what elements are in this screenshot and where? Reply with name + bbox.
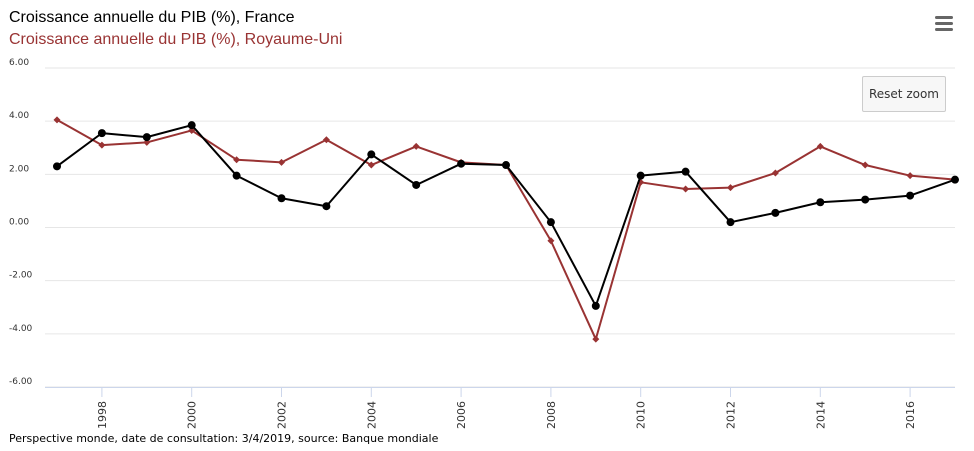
data-point[interactable] xyxy=(682,185,690,193)
x-tick-label: 2002 xyxy=(276,401,289,429)
data-point[interactable] xyxy=(726,218,735,227)
menu-bar xyxy=(935,16,953,19)
data-point[interactable] xyxy=(457,159,466,168)
x-tick-label: 2000 xyxy=(186,401,199,429)
data-point[interactable] xyxy=(97,129,106,138)
data-point[interactable] xyxy=(591,301,600,310)
y-tick-label: 6.00 xyxy=(9,58,29,68)
data-point[interactable] xyxy=(278,158,285,166)
data-point[interactable] xyxy=(906,172,914,180)
axes: 6.00 4.00 2.00 0.00 -2.00 -4.00 -6.00 1998 2000 2… xyxy=(9,58,955,429)
data-point[interactable] xyxy=(771,208,780,217)
data-point[interactable] xyxy=(727,184,734,192)
data-point[interactable] xyxy=(636,171,645,180)
data-point[interactable] xyxy=(816,142,824,150)
data-point[interactable] xyxy=(322,136,330,144)
x-tick-label: 2006 xyxy=(455,401,468,429)
data-point[interactable] xyxy=(412,142,420,150)
x-tick-label: 2012 xyxy=(725,401,738,429)
x-tick-label: 2008 xyxy=(545,401,558,429)
y-tick-label: 4.00 xyxy=(9,111,29,121)
series-france xyxy=(53,121,959,310)
data-point[interactable] xyxy=(546,218,555,227)
data-point[interactable] xyxy=(232,171,241,180)
data-point[interactable] xyxy=(906,191,915,200)
y-tick-label: -4.00 xyxy=(9,324,33,334)
data-point[interactable] xyxy=(592,335,600,343)
data-point[interactable] xyxy=(681,167,690,176)
menu-bar xyxy=(935,28,953,31)
y-tick-label: -6.00 xyxy=(9,377,33,387)
series-line xyxy=(56,118,956,341)
chart-title-france: Croissance annuelle du PIB (%), France xyxy=(9,9,295,26)
data-point[interactable] xyxy=(861,161,869,169)
grid-lines xyxy=(45,67,955,388)
data-point[interactable] xyxy=(322,202,331,211)
series-royaume-uni xyxy=(53,116,959,343)
data-point[interactable] xyxy=(861,195,870,204)
reset-zoom-button[interactable]: Reset zoom xyxy=(862,76,946,112)
data-point[interactable] xyxy=(53,162,61,171)
series-line xyxy=(56,124,956,307)
data-point[interactable] xyxy=(951,175,959,184)
x-tick-label: 1998 xyxy=(96,401,109,429)
y-tick-label: 0.00 xyxy=(9,218,29,228)
x-tick-label: 2016 xyxy=(904,401,917,429)
hamburger-menu-icon[interactable] xyxy=(935,16,953,32)
series-layer xyxy=(53,116,959,343)
data-point[interactable] xyxy=(502,161,510,170)
data-point[interactable] xyxy=(412,180,421,189)
data-point[interactable] xyxy=(367,161,375,169)
x-tick-label: 2014 xyxy=(814,401,827,429)
credits-text: Perspective monde, date de consultation:… xyxy=(9,432,439,445)
y-tick-label: -2.00 xyxy=(9,271,33,281)
data-point[interactable] xyxy=(233,156,241,164)
x-tick-label: 2010 xyxy=(635,401,648,429)
data-point[interactable] xyxy=(142,133,151,142)
data-point[interactable] xyxy=(277,194,286,203)
data-point[interactable] xyxy=(187,121,196,130)
data-point[interactable] xyxy=(53,116,61,124)
chart-title-uk: Croissance annuelle du PIB (%), Royaume-… xyxy=(9,31,343,48)
x-tick-label: 2004 xyxy=(365,401,378,429)
data-point[interactable] xyxy=(98,141,106,149)
y-tick-label: 2.00 xyxy=(9,164,29,174)
menu-bar xyxy=(935,22,953,25)
data-point[interactable] xyxy=(547,237,555,245)
data-point[interactable] xyxy=(367,150,376,159)
data-point[interactable] xyxy=(771,169,779,177)
data-point[interactable] xyxy=(816,198,825,207)
